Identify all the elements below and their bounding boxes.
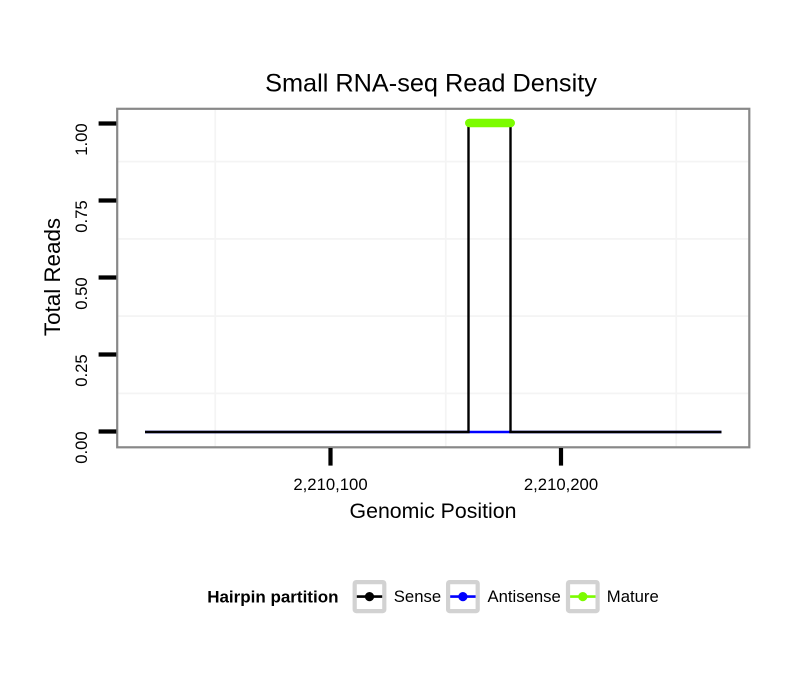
svg-text:0.50: 0.50	[72, 277, 91, 309]
svg-text:Genomic Position: Genomic Position	[350, 499, 517, 523]
svg-text:Mature: Mature	[607, 587, 659, 606]
svg-text:2,210,200: 2,210,200	[524, 475, 598, 494]
svg-text:Sense: Sense	[394, 587, 441, 606]
svg-text:Hairpin partition: Hairpin partition	[207, 587, 338, 606]
svg-text:Total Reads: Total Reads	[40, 218, 65, 336]
svg-text:0.25: 0.25	[72, 354, 91, 386]
svg-text:Antisense: Antisense	[488, 587, 561, 606]
svg-text:0.75: 0.75	[72, 200, 91, 232]
svg-text:2,210,100: 2,210,100	[293, 475, 367, 494]
svg-text:Small RNA-seq Read Density: Small RNA-seq Read Density	[265, 70, 597, 98]
svg-text:1.00: 1.00	[72, 123, 91, 155]
svg-text:0.00: 0.00	[72, 431, 91, 463]
